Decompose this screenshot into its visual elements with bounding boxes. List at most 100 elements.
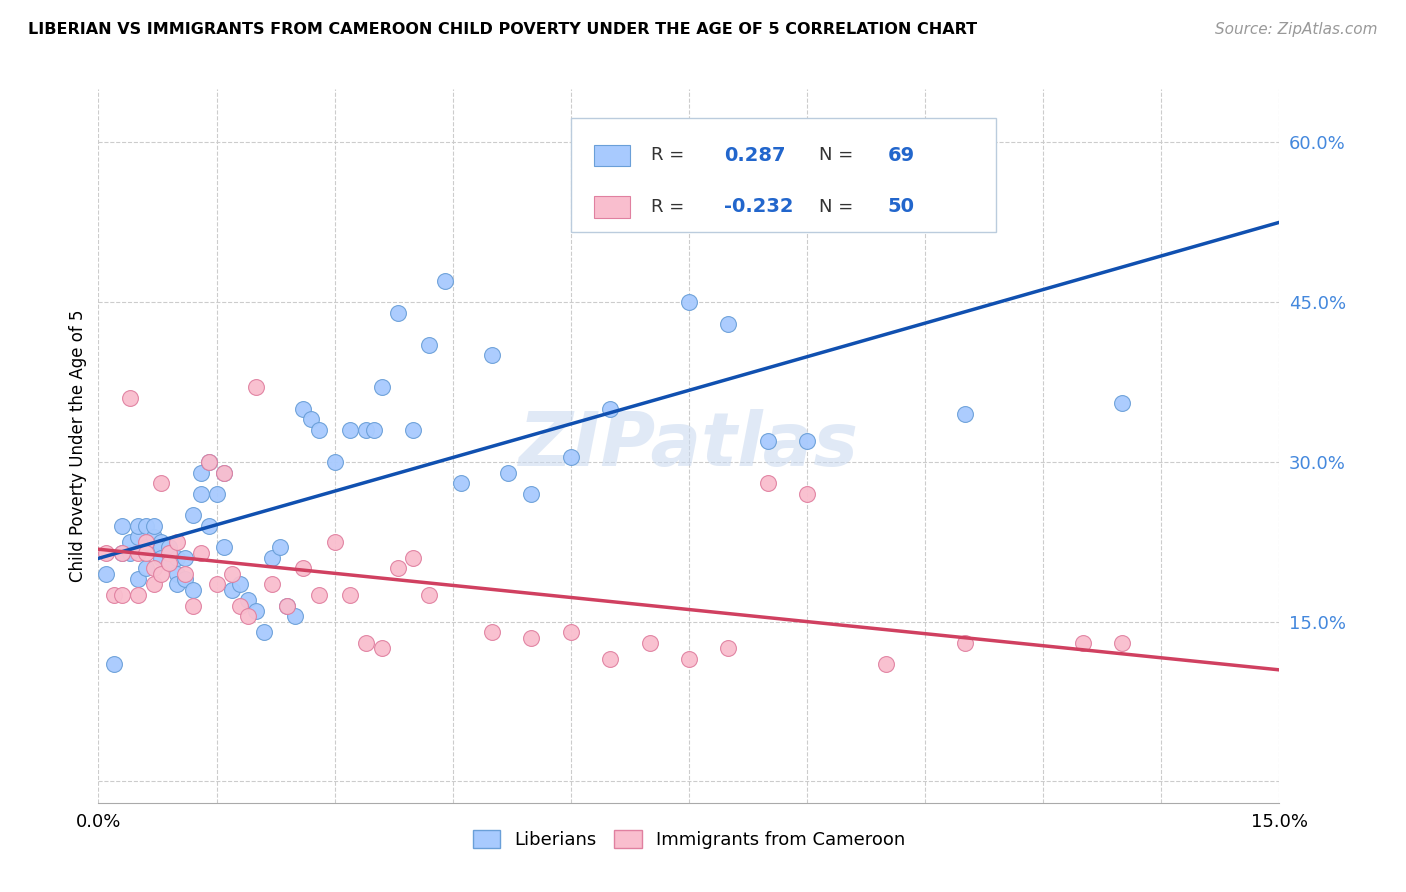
Point — [197, 455, 219, 469]
Point — [181, 599, 204, 613]
Point — [181, 582, 204, 597]
Point — [1111, 636, 1133, 650]
Text: N =: N = — [818, 198, 859, 216]
Point — [229, 577, 252, 591]
Point — [181, 508, 204, 523]
Point — [221, 566, 243, 581]
Point — [214, 540, 236, 554]
Point — [127, 519, 149, 533]
Point — [111, 519, 134, 533]
Point — [205, 577, 228, 591]
Point — [678, 652, 700, 666]
Point — [354, 423, 377, 437]
Point — [638, 636, 661, 650]
Point — [450, 476, 472, 491]
Point — [96, 545, 118, 559]
Point — [166, 566, 188, 581]
Point — [150, 476, 173, 491]
Point — [236, 593, 259, 607]
Point — [142, 561, 165, 575]
Point — [174, 572, 197, 586]
Point — [402, 423, 425, 437]
Point — [284, 609, 307, 624]
Text: -0.232: -0.232 — [724, 197, 794, 216]
FancyBboxPatch shape — [595, 196, 630, 218]
Point — [339, 588, 361, 602]
Point — [127, 545, 149, 559]
Point — [111, 545, 134, 559]
Point — [520, 487, 543, 501]
Y-axis label: Child Poverty Under the Age of 5: Child Poverty Under the Age of 5 — [69, 310, 87, 582]
Point — [174, 566, 197, 581]
Point — [135, 534, 157, 549]
Point — [371, 641, 394, 656]
Point — [229, 599, 252, 613]
Point — [481, 349, 503, 363]
Text: 69: 69 — [887, 146, 914, 165]
Point — [717, 641, 740, 656]
Point — [166, 577, 188, 591]
Text: R =: R = — [651, 198, 690, 216]
Point — [190, 487, 212, 501]
Point — [496, 466, 519, 480]
Point — [260, 550, 283, 565]
Point — [135, 540, 157, 554]
Point — [142, 540, 165, 554]
Point — [150, 566, 173, 581]
Point — [276, 599, 298, 613]
Point — [308, 588, 330, 602]
Point — [260, 577, 283, 591]
Point — [292, 561, 315, 575]
Point — [796, 487, 818, 501]
Point — [756, 476, 779, 491]
Point — [717, 317, 740, 331]
Point — [433, 274, 456, 288]
FancyBboxPatch shape — [595, 145, 630, 166]
Text: 50: 50 — [887, 197, 914, 216]
Text: LIBERIAN VS IMMIGRANTS FROM CAMEROON CHILD POVERTY UNDER THE AGE OF 5 CORRELATIO: LIBERIAN VS IMMIGRANTS FROM CAMEROON CHI… — [28, 22, 977, 37]
Point — [214, 466, 236, 480]
Point — [276, 599, 298, 613]
Point — [292, 401, 315, 416]
Point — [756, 434, 779, 448]
Point — [245, 380, 267, 394]
Point — [599, 652, 621, 666]
Point — [111, 545, 134, 559]
Point — [221, 582, 243, 597]
Point — [197, 455, 219, 469]
Point — [269, 540, 291, 554]
Point — [520, 631, 543, 645]
Point — [387, 561, 409, 575]
Point — [150, 534, 173, 549]
Point — [418, 338, 440, 352]
Point — [111, 588, 134, 602]
Point — [135, 519, 157, 533]
Point — [245, 604, 267, 618]
Point — [236, 609, 259, 624]
Point — [402, 550, 425, 565]
Point — [308, 423, 330, 437]
FancyBboxPatch shape — [571, 118, 995, 232]
Point — [418, 588, 440, 602]
Point — [157, 545, 180, 559]
Point — [638, 188, 661, 202]
Point — [678, 295, 700, 310]
Point — [103, 588, 125, 602]
Point — [174, 550, 197, 565]
Point — [323, 534, 346, 549]
Point — [560, 625, 582, 640]
Point — [142, 519, 165, 533]
Text: R =: R = — [651, 146, 690, 164]
Legend: Liberians, Immigrants from Cameroon: Liberians, Immigrants from Cameroon — [464, 821, 914, 858]
Point — [371, 380, 394, 394]
Point — [387, 306, 409, 320]
Point — [1111, 396, 1133, 410]
Point — [142, 529, 165, 543]
Point — [118, 534, 141, 549]
Point — [354, 636, 377, 650]
Point — [363, 423, 385, 437]
Point — [135, 545, 157, 559]
Point — [157, 545, 180, 559]
Point — [875, 657, 897, 672]
Point — [157, 556, 180, 570]
